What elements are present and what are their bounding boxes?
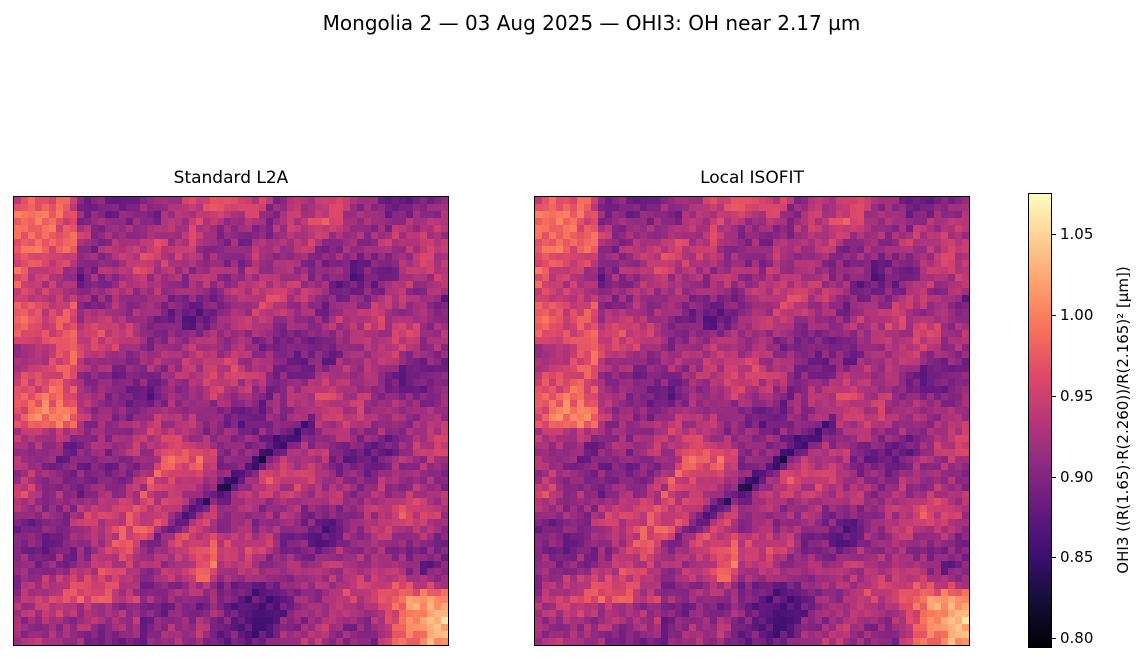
colorbar-label: OHI3 ((R(1.65)·R(2.260))/R(2.165)² [µm]) xyxy=(1114,266,1132,574)
colorbar-tick-label: 0.80 xyxy=(1060,628,1094,647)
colorbar xyxy=(1028,193,1052,648)
colorbar-tick xyxy=(1051,395,1056,397)
heatmap-local-isofit xyxy=(534,196,970,646)
heatmap-standard-l2a-image xyxy=(14,197,448,645)
heatmap-local-isofit-image xyxy=(535,197,969,645)
colorbar-tick-label: 1.00 xyxy=(1060,306,1094,325)
colorbar-tick-label: 0.85 xyxy=(1060,548,1094,567)
colorbar-tick xyxy=(1051,476,1056,478)
colorbar-tick xyxy=(1051,315,1056,317)
colorbar-tick xyxy=(1051,557,1056,559)
colorbar-tick-label: 0.95 xyxy=(1060,386,1094,405)
heatmap-standard-l2a xyxy=(13,196,449,646)
colorbar-tick xyxy=(1051,637,1056,639)
figure-title: Mongolia 2 — 03 Aug 2025 — OHI3: OH near… xyxy=(322,11,861,35)
colorbar-tick-label: 0.90 xyxy=(1060,467,1094,486)
colorbar-tick-label: 1.05 xyxy=(1060,225,1094,244)
panel-title-standard-l2a: Standard L2A xyxy=(173,168,289,188)
colorbar-tick xyxy=(1051,234,1056,236)
panel-title-local-isofit: Local ISOFIT xyxy=(700,168,804,188)
